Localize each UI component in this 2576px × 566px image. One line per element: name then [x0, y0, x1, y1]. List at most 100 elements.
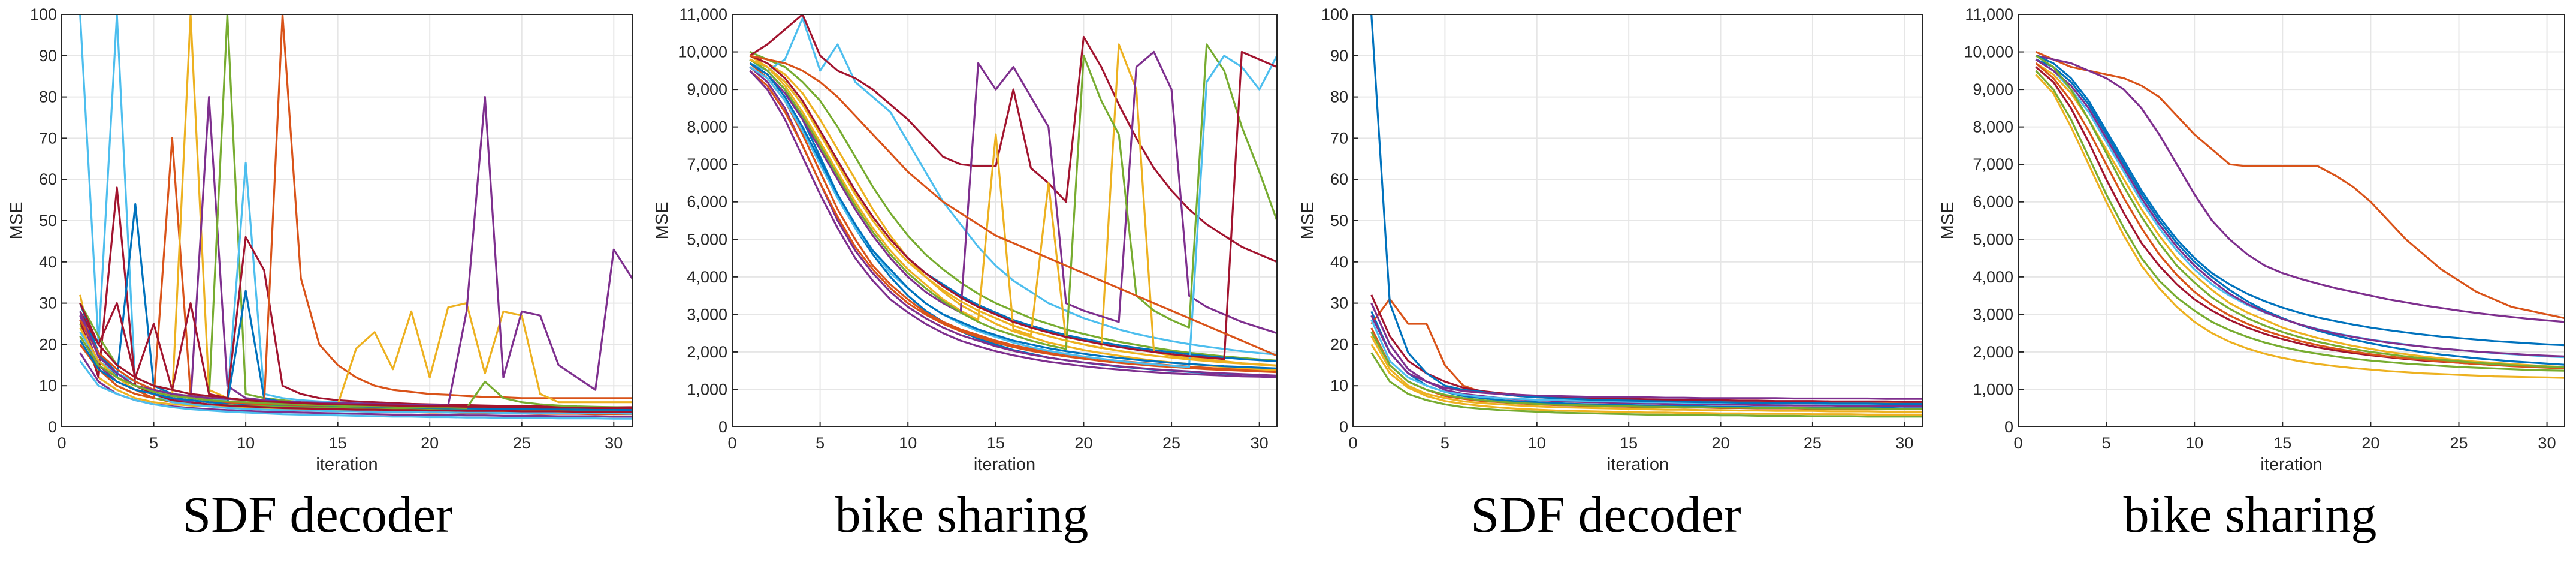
y-tick-label: 70 — [39, 129, 57, 147]
y-axis-label: MSE — [653, 202, 672, 240]
series-line-run-7 — [749, 14, 1277, 263]
y-tick-label: 9,000 — [687, 80, 727, 98]
series-line-run-11 — [749, 50, 1277, 335]
series-line-run-9 — [749, 70, 1277, 374]
series-line-run-20 — [79, 360, 632, 420]
series-line-run-3 — [2035, 62, 2565, 368]
series-group — [749, 14, 1277, 378]
x-tick-label: 15 — [329, 434, 347, 452]
series-line-run-2 — [2035, 51, 2565, 320]
series-line-run-3 — [1370, 335, 1923, 413]
x-tick-label: 10 — [899, 434, 917, 452]
x-tick-label: 5 — [816, 434, 825, 452]
y-tick-label: 100 — [1321, 5, 1348, 23]
series-line-run-11 — [1370, 315, 1923, 400]
series-line-run-21 — [79, 302, 632, 410]
y-tick-label: 100 — [30, 5, 57, 23]
x-tick-label: 20 — [1712, 434, 1730, 452]
x-tick-label: 25 — [513, 434, 531, 452]
x-tick-label: 25 — [1804, 434, 1822, 452]
x-tick-label: 10 — [237, 434, 255, 452]
series-line-run-16 — [749, 55, 1277, 357]
x-tick-label: 15 — [2273, 434, 2291, 452]
y-tick-label: 50 — [39, 212, 57, 230]
series-line-run-7 — [1370, 294, 1923, 403]
y-tick-label: 10,000 — [678, 43, 727, 61]
y-tick-label: 0 — [718, 418, 727, 436]
x-axis-label: iteration — [974, 455, 1035, 474]
x-tick-label: 30 — [2538, 434, 2556, 452]
y-tick-label: 5,000 — [1973, 230, 2013, 248]
y-tick-label: 80 — [1330, 88, 1348, 106]
series-line-run-4 — [749, 66, 1277, 377]
x-tick-label: 25 — [2450, 434, 2468, 452]
y-tick-label: 4,000 — [687, 268, 727, 286]
x-tick-label: 5 — [149, 434, 158, 452]
y-tick-label: 50 — [1330, 212, 1348, 230]
series-line-run-11 — [2035, 58, 2565, 357]
x-axis-label: iteration — [2260, 455, 2322, 474]
series-line-run-9 — [2035, 62, 2565, 369]
y-tick-label: 30 — [1330, 294, 1348, 312]
y-tick-label: 70 — [1330, 129, 1348, 147]
series-line-run-5 — [2035, 70, 2565, 372]
y-tick-label: 6,000 — [1973, 193, 2013, 211]
y-tick-label: 11,000 — [1965, 5, 2013, 23]
y-tick-label: 60 — [1330, 170, 1348, 188]
y-tick-label: 9,000 — [1973, 80, 2013, 98]
y-tick-label: 40 — [1330, 253, 1348, 271]
y-tick-label: 60 — [39, 170, 57, 188]
x-tick-label: 5 — [2102, 434, 2111, 452]
y-tick-label: 20 — [39, 335, 57, 353]
caption-panel-4: bike sharing — [2123, 486, 2377, 543]
series-line-run-10 — [2035, 74, 2565, 379]
caption-panel-3: SDF decoder — [1470, 486, 1741, 543]
y-axis-label: MSE — [1298, 202, 1318, 240]
y-tick-label: 0 — [2004, 418, 2013, 436]
y-tick-label: 4,000 — [1973, 268, 2013, 286]
series-group — [2035, 51, 2565, 379]
x-tick-label: 10 — [1528, 434, 1546, 452]
series-line-run-19 — [79, 335, 632, 410]
x-tick-label: 0 — [1348, 434, 1357, 452]
x-tick-label: 25 — [1162, 434, 1180, 452]
series-line-run-14 — [749, 50, 1277, 360]
caption-panel-2: bike sharing — [835, 486, 1089, 543]
x-tick-label: 20 — [2361, 434, 2379, 452]
y-tick-label: 3,000 — [1973, 305, 2013, 323]
y-tick-label: 20 — [1330, 335, 1348, 353]
y-tick-label: 3,000 — [687, 305, 727, 323]
y-tick-label: 30 — [39, 294, 57, 312]
y-tick-label: 5,000 — [687, 230, 727, 248]
series-line-run-12 — [2035, 55, 2565, 369]
series-line-run-8 — [1370, 14, 1923, 405]
x-tick-label: 30 — [1895, 434, 1913, 452]
series-line-run-6 — [749, 17, 1277, 356]
series-line-run-13 — [749, 55, 1277, 368]
x-tick-label: 30 — [1251, 434, 1269, 452]
axes-box — [2018, 14, 2565, 427]
caption-panel-1: SDF decoder — [182, 486, 453, 543]
y-tick-label: 7,000 — [687, 155, 727, 173]
y-tick-label: 90 — [1330, 47, 1348, 65]
series-line-run-6 — [79, 14, 632, 415]
x-tick-label: 0 — [2013, 434, 2022, 452]
series-line-run-7 — [79, 186, 632, 413]
x-tick-label: 0 — [727, 434, 736, 452]
x-tick-label: 0 — [57, 434, 66, 452]
x-axis-label: iteration — [316, 455, 378, 474]
series-line-run-8 — [2035, 55, 2565, 347]
series-line-run-4 — [2036, 55, 2565, 323]
x-axis-label: iteration — [1607, 455, 1669, 474]
x-tick-label: 20 — [1074, 434, 1092, 452]
y-tick-label: 8,000 — [687, 118, 727, 136]
y-axis-label: MSE — [1938, 202, 1958, 240]
series-line-run-18 — [79, 96, 632, 407]
y-tick-label: 10 — [39, 377, 57, 395]
y-tick-label: 80 — [39, 88, 57, 106]
series-line-run-15 — [749, 62, 1277, 369]
series-group — [79, 14, 632, 420]
axes-box — [732, 14, 1278, 427]
y-tick-label: 6,000 — [687, 193, 727, 211]
